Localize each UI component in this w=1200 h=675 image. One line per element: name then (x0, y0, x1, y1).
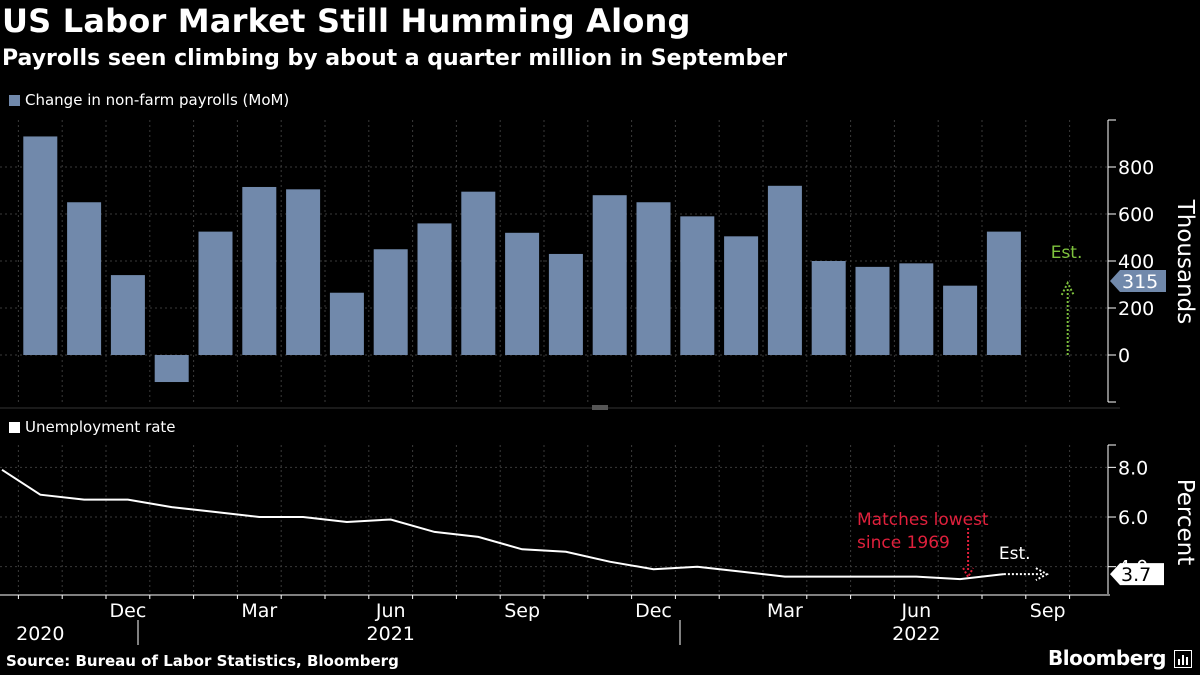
payrolls-bar (943, 285, 978, 355)
payrolls-bar (548, 253, 583, 355)
payrolls-bar (23, 136, 58, 355)
payrolls-bar (505, 232, 540, 355)
bloomberg-logo-icon (1174, 650, 1192, 668)
payrolls-bar (855, 266, 890, 355)
x-month-label: Jun (375, 600, 406, 622)
payrolls-bar (724, 236, 759, 355)
payrolls-ytick-label: 400 (1118, 251, 1154, 273)
x-month-label: Mar (767, 600, 803, 622)
payrolls-bar (417, 223, 452, 355)
payrolls-ytick-label: 800 (1118, 157, 1154, 179)
unemployment-estimate-arrowhead (1035, 567, 1049, 582)
unemployment-line (1, 468, 1005, 581)
payrolls-bar (811, 261, 846, 355)
unemployment-estimate-label: Est. (999, 544, 1031, 564)
x-month-label: Mar (241, 600, 277, 622)
x-month-label: Dec (635, 600, 672, 622)
payrolls-bar (329, 292, 364, 355)
payrolls-legend: Change in non-farm payrolls (MoM) (9, 91, 289, 109)
payrolls-legend-swatch (9, 94, 20, 106)
x-month-label: Jun (900, 600, 931, 622)
annotation-line-1: Matches lowest (857, 510, 989, 530)
payrolls-bar (680, 216, 715, 355)
x-year-label: 2020 (16, 623, 64, 645)
payrolls-ytick-label: 200 (1118, 298, 1154, 320)
unemployment-y-axis-title: Percent (1172, 479, 1198, 566)
payrolls-ytick-label: 600 (1118, 204, 1154, 226)
unemployment-ytick-label: 6.0 (1118, 507, 1148, 529)
payrolls-bar (373, 249, 408, 355)
x-year-label: 2022 (892, 623, 940, 645)
unemployment-latest-tag (1110, 563, 1164, 586)
payrolls-bar (592, 195, 627, 355)
x-month-label: Dec (110, 600, 147, 622)
panel-divider-handle (592, 405, 608, 410)
payrolls-bar (110, 275, 145, 355)
payrolls-bar (986, 231, 1021, 355)
payrolls-bar (767, 185, 802, 355)
payrolls-bar (461, 191, 496, 355)
payrolls-bar (286, 189, 321, 355)
source-note: Source: Bureau of Labor Statistics, Bloo… (6, 652, 399, 670)
x-month-label: Sep (504, 600, 540, 622)
payrolls-latest-value: 315 (1122, 271, 1158, 293)
payrolls-y-axis-title: Thousands (1172, 199, 1198, 325)
payrolls-bar (242, 186, 277, 355)
payrolls-bar (154, 355, 189, 383)
annotation-arrowhead (962, 567, 974, 580)
payrolls-bar (198, 231, 233, 355)
unemployment-legend: Unemployment rate (9, 418, 176, 436)
unemployment-latest-value: 3.7 (1121, 564, 1151, 586)
bloomberg-logo: Bloomberg (1048, 646, 1166, 670)
payrolls-latest-tag (1110, 269, 1166, 292)
payrolls-bar (899, 263, 934, 355)
chart-subtitle: Payrolls seen climbing by about a quarte… (2, 46, 788, 71)
x-month-label: Sep (1030, 600, 1066, 622)
payrolls-ytick-label: 0 (1118, 345, 1130, 367)
payrolls-bar (67, 202, 102, 355)
chart-title: US Labor Market Still Humming Along (2, 2, 691, 40)
payrolls-legend-label: Change in non-farm payrolls (MoM) (25, 91, 290, 109)
payrolls-estimate-arrowhead (1060, 280, 1075, 296)
payrolls-estimate-label: Est. (1051, 243, 1083, 263)
unemployment-ytick-label: 8.0 (1118, 457, 1148, 479)
unemployment-legend-swatch (9, 421, 20, 433)
annotation-line-2: since 1969 (857, 533, 950, 553)
unemployment-legend-label: Unemployment rate (25, 418, 176, 436)
x-year-label: 2021 (367, 623, 415, 645)
payrolls-bar (636, 202, 671, 355)
